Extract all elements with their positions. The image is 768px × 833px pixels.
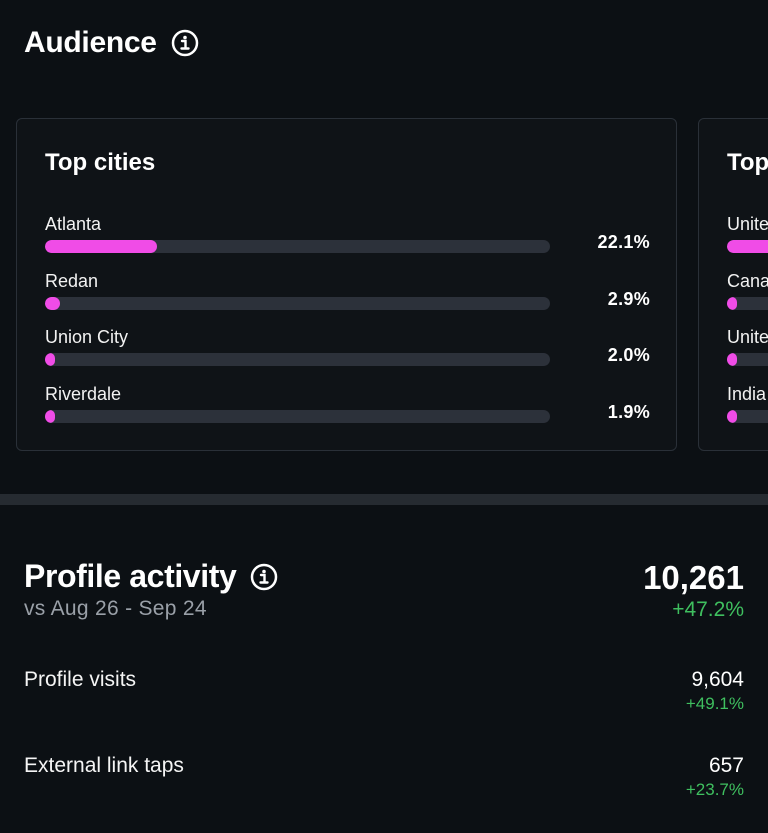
country-row: Unite: [727, 214, 768, 262]
country-bar-track: [727, 353, 768, 366]
top-cities-card[interactable]: Top cities Atlanta 22.1% Redan 2.9% Unio…: [16, 118, 677, 451]
city-bar-track: [45, 240, 550, 253]
top-countries-card[interactable]: Top Unite Cana Unite India: [698, 118, 768, 451]
info-icon[interactable]: [250, 563, 278, 591]
country-bar-fill: [727, 353, 737, 366]
city-label: Atlanta: [45, 214, 102, 234]
country-bar-track: [727, 240, 768, 253]
city-percentage: 2.9%: [607, 289, 650, 309]
city-label: Redan: [45, 271, 99, 291]
audience-header: Audience: [24, 26, 199, 60]
city-bar-fill: [45, 240, 157, 253]
profile-activity-header: Profile activity: [24, 558, 278, 595]
comparison-period: vs Aug 26 - Sep 24: [24, 597, 207, 620]
city-bar-track: [45, 410, 550, 423]
city-percentage: 1.9%: [607, 402, 650, 422]
top-cities-title: Top cities: [45, 149, 156, 176]
metric-row-profile-visits[interactable]: Profile visits 9,604 +49.1%: [24, 666, 744, 716]
city-label: Union City: [45, 327, 129, 347]
city-label: Riverdale: [45, 384, 122, 404]
country-bar-fill: [727, 240, 768, 253]
metric-value: 9,604: [691, 668, 744, 691]
country-row: India: [727, 384, 768, 432]
country-label: Unite: [727, 327, 768, 347]
section-divider: [0, 494, 768, 505]
country-row: Cana: [727, 271, 768, 319]
city-percentage: 22.1%: [597, 232, 650, 252]
metric-row-external-link-taps[interactable]: External link taps 657 +23.7%: [24, 752, 744, 802]
city-bar-fill: [45, 410, 55, 423]
city-bar-track: [45, 353, 550, 366]
country-label: Cana: [727, 271, 768, 291]
profile-activity-total: 10,261: [643, 559, 744, 596]
metric-label: External link taps: [24, 754, 184, 777]
metric-value: 657: [708, 754, 744, 777]
country-bar-track: [727, 297, 768, 310]
country-bar-fill: [727, 410, 737, 423]
country-label: Unite: [727, 214, 768, 234]
country-bar-fill: [727, 297, 737, 310]
top-countries-title: Top: [727, 149, 768, 176]
city-bar-track: [45, 297, 550, 310]
city-row: Redan 2.9%: [45, 271, 650, 319]
info-icon[interactable]: [171, 29, 199, 57]
city-row: Atlanta 22.1%: [45, 214, 650, 262]
city-row: Union City 2.0%: [45, 327, 650, 375]
country-label: India: [727, 384, 767, 404]
profile-activity-title: Profile activity: [24, 558, 237, 594]
country-row: Unite: [727, 327, 768, 375]
metric-change: +49.1%: [685, 694, 744, 713]
country-bar-track: [727, 410, 768, 423]
metric-change: +23.7%: [685, 780, 744, 799]
city-row: Riverdale 1.9%: [45, 384, 650, 432]
city-percentage: 2.0%: [607, 345, 650, 365]
metric-label: Profile visits: [24, 668, 137, 691]
audience-title: Audience: [24, 26, 157, 59]
city-bar-fill: [45, 297, 60, 310]
city-bar-fill: [45, 353, 55, 366]
profile-activity-total-change: +47.2%: [672, 598, 744, 621]
